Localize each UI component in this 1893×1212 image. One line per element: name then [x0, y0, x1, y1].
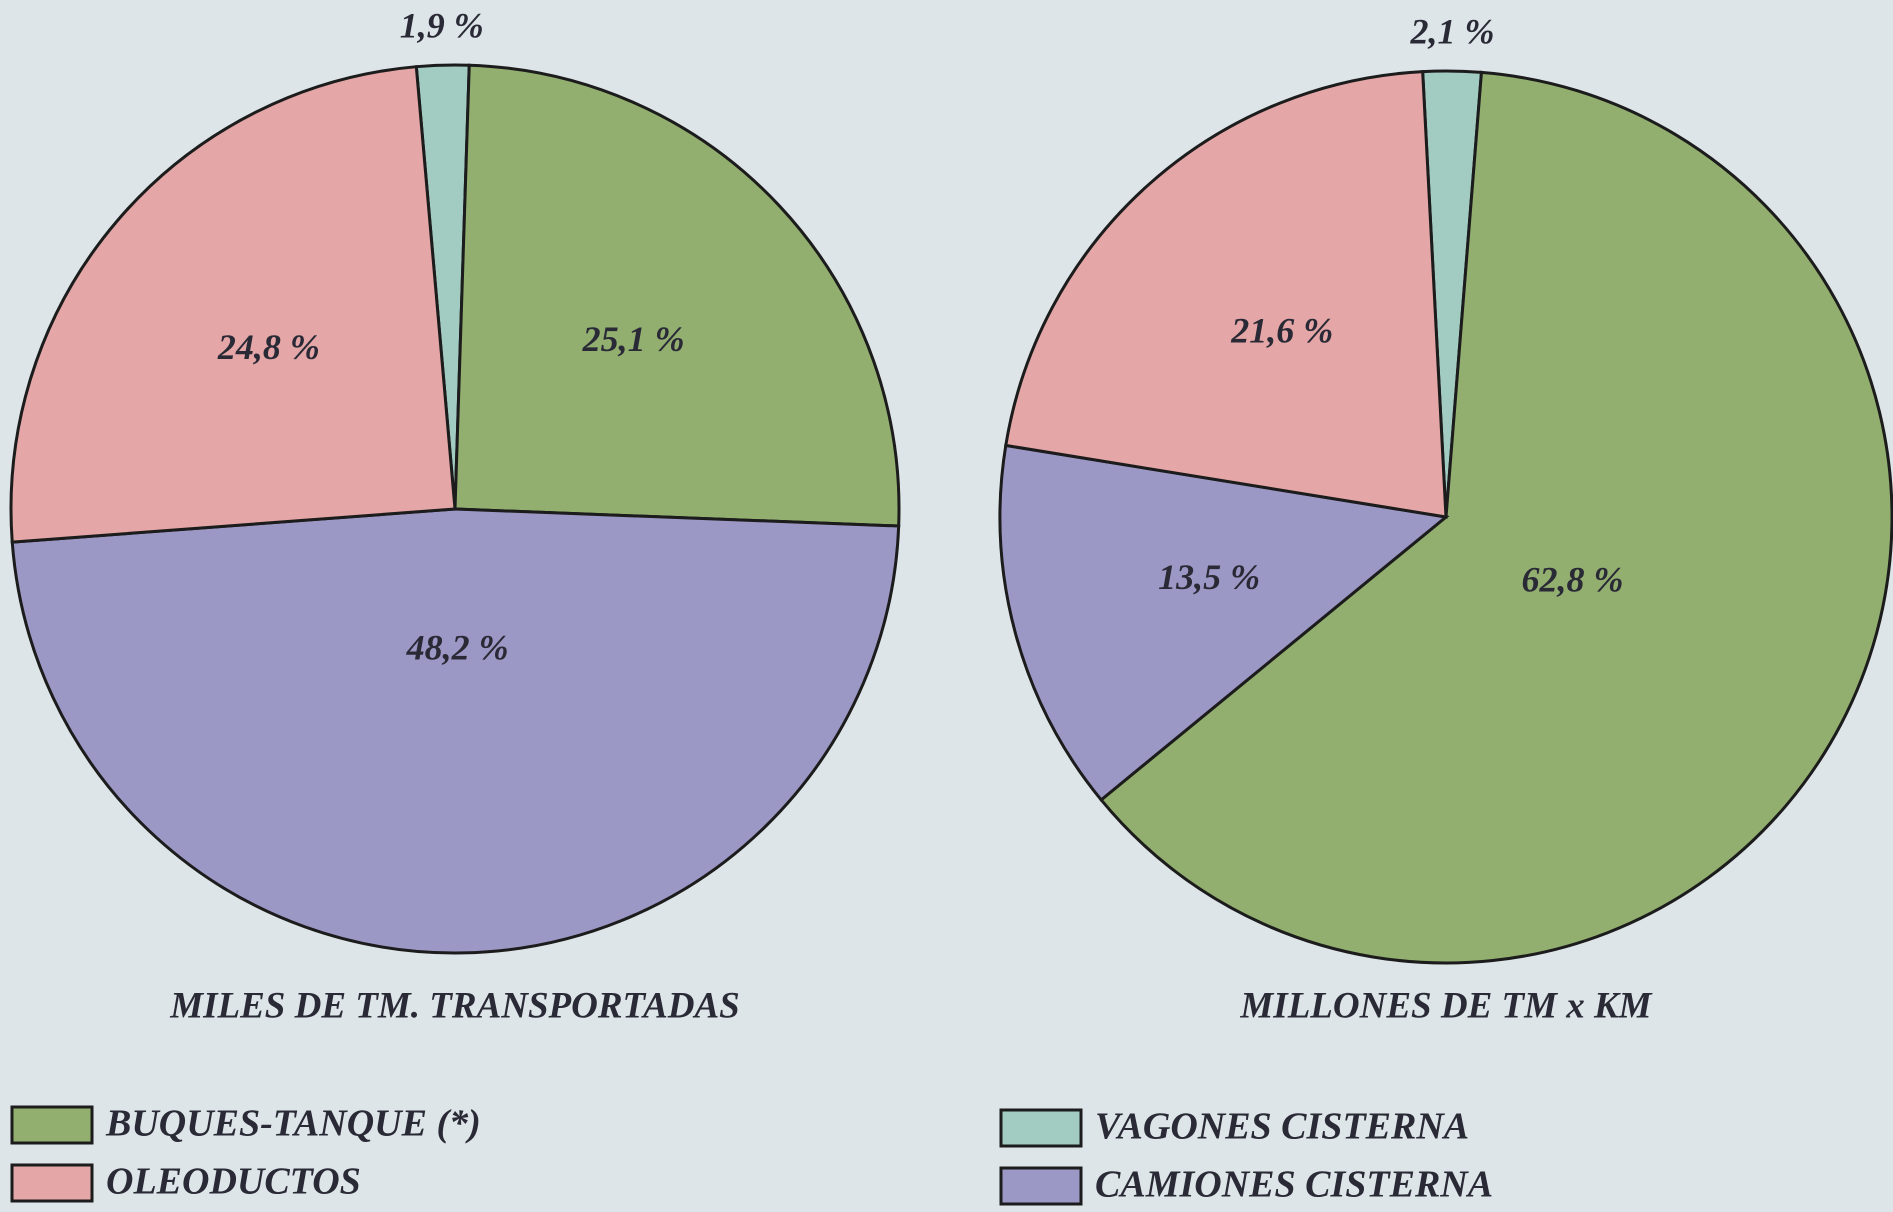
pie-slice	[9, 65, 457, 544]
pie-slice	[453, 63, 901, 528]
legend-label: BUQUES-TANQUE (*)	[105, 1103, 481, 1145]
legend-swatch	[10, 1163, 94, 1203]
slice-label: 62,8 %	[1521, 559, 1623, 599]
pie-slice	[1004, 70, 1448, 519]
chart-title: MILES DE TM. TRANSPORTADAS	[169, 985, 740, 1026]
slice-label: 2,1 %	[1410, 11, 1495, 51]
slice-label: 48,2 %	[406, 627, 509, 667]
slice-label: 13,5 %	[1158, 557, 1260, 597]
pie-slice	[1099, 70, 1893, 965]
chart-title: MILLONES DE TM x KM	[1239, 985, 1652, 1026]
legend-label: CAMIONES CISTERNA	[1095, 1164, 1493, 1206]
legend-label: OLEODUCTOS	[106, 1161, 361, 1203]
slice-label: 21,6 %	[1230, 311, 1333, 351]
slice-label: 24,8 %	[217, 327, 320, 367]
pie-slice	[10, 507, 901, 955]
legend-label: VAGONES CISTERNA	[1095, 1106, 1469, 1148]
legend-swatch	[999, 1166, 1083, 1206]
pie-slice	[998, 443, 1450, 802]
legend-swatch	[10, 1105, 94, 1145]
slice-label: 1,9 %	[400, 5, 484, 45]
legend-swatch	[999, 1108, 1083, 1148]
slice-label: 25,1 %	[582, 319, 685, 359]
